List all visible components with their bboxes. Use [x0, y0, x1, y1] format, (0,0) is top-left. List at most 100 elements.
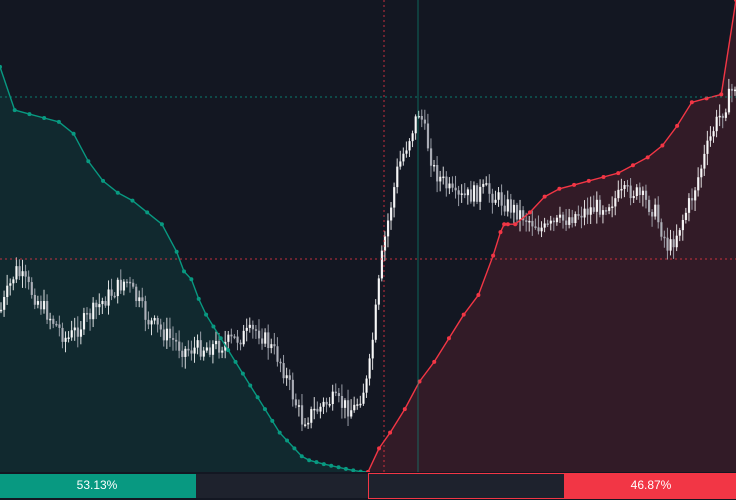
candle-body — [497, 192, 500, 200]
ask-depth-point — [402, 407, 407, 412]
candle-body — [362, 392, 365, 404]
ask-depth-point — [417, 379, 422, 384]
candle-body — [30, 282, 33, 295]
candle-body — [325, 401, 328, 405]
candle-body — [583, 208, 586, 218]
candle-body — [669, 239, 672, 251]
candle-body — [512, 204, 516, 213]
candle-body — [144, 301, 147, 320]
candle-body — [199, 340, 202, 357]
ask-depth-point — [630, 163, 635, 168]
bid-depth-area — [0, 66, 368, 472]
ask-depth-point — [660, 143, 665, 148]
ask-depth-point — [557, 186, 562, 191]
candle-body — [64, 337, 67, 342]
candle-body — [632, 196, 635, 199]
candle-body — [552, 220, 556, 223]
ask-depth-point — [377, 446, 382, 451]
candle-body — [21, 271, 24, 277]
candle-body — [42, 301, 46, 310]
candle-body — [436, 164, 439, 182]
bid-depth-point — [145, 210, 150, 215]
candle-body — [383, 236, 387, 251]
candle-body — [251, 324, 255, 330]
candle-body — [340, 396, 344, 408]
candle-body — [509, 199, 513, 213]
candle-body — [214, 340, 218, 345]
candle-body — [623, 185, 626, 189]
ask-depth-point — [601, 175, 606, 179]
candle-body — [3, 297, 6, 310]
candle-body — [644, 190, 648, 200]
candle-body — [270, 344, 273, 349]
bid-depth-point — [86, 159, 91, 164]
candle-body — [52, 318, 55, 324]
candle-body — [638, 187, 641, 196]
candle-body — [703, 153, 706, 169]
candle-body — [635, 187, 638, 197]
candle-body — [245, 327, 248, 331]
candle-body — [297, 405, 301, 407]
candle-body — [433, 164, 436, 167]
candle-body — [589, 207, 592, 215]
candle-body — [586, 208, 589, 215]
candle-body — [641, 190, 645, 196]
candle-body — [577, 214, 580, 216]
candle-body — [365, 378, 368, 393]
candle-body — [334, 391, 337, 394]
candle-body — [110, 289, 113, 296]
candle-body — [660, 222, 663, 237]
ask-depth-point — [616, 171, 621, 176]
bid-depth-point — [248, 383, 253, 388]
candle-body — [82, 313, 86, 330]
candle-body — [651, 211, 654, 217]
candle-body — [205, 347, 208, 351]
candle-body — [537, 227, 540, 232]
candle-body — [85, 313, 89, 315]
candle-body — [125, 281, 129, 284]
candle-body — [709, 136, 712, 141]
candle-body — [519, 210, 522, 220]
bid-depth-point — [101, 178, 106, 183]
candle-body — [691, 198, 694, 201]
candle-body — [0, 309, 3, 312]
bid-depth-point — [314, 460, 319, 465]
candle-body — [485, 183, 488, 185]
ask-depth-point — [388, 430, 393, 435]
candle-body — [442, 176, 445, 179]
candle-body — [187, 348, 190, 351]
candle-body — [396, 166, 399, 188]
bid-depth-point — [240, 371, 245, 376]
candle-body — [515, 204, 519, 220]
candle-body — [399, 161, 402, 167]
candle-body — [343, 400, 347, 408]
candle-body — [451, 183, 454, 188]
candle-body — [491, 193, 494, 203]
bid-depth-point — [329, 463, 334, 468]
candle-body — [257, 330, 261, 339]
candle-body — [574, 214, 577, 224]
depth-chart[interactable] — [0, 0, 736, 472]
candle-body — [614, 198, 617, 207]
bid-depth-point — [307, 458, 312, 463]
candle-body — [239, 342, 242, 345]
candle-body — [390, 207, 393, 221]
candle-body — [313, 408, 316, 411]
candle-body — [242, 330, 245, 345]
candle-body — [61, 327, 64, 342]
candle-body — [122, 281, 126, 291]
candle-body — [221, 350, 224, 353]
candle-body — [107, 289, 110, 306]
candle-body — [211, 344, 215, 355]
candle-body — [227, 334, 230, 342]
ask-depth-point — [675, 123, 680, 128]
ask-depth-point — [432, 359, 437, 364]
candle-body — [503, 205, 506, 212]
candle-body — [316, 408, 319, 412]
bid-percent-label: 53.13% — [76, 478, 118, 492]
bid-depth-point — [336, 465, 341, 470]
candle-body — [420, 115, 423, 120]
candle-body — [408, 141, 411, 151]
candle-body — [24, 271, 27, 277]
bid-depth-point — [218, 336, 223, 341]
